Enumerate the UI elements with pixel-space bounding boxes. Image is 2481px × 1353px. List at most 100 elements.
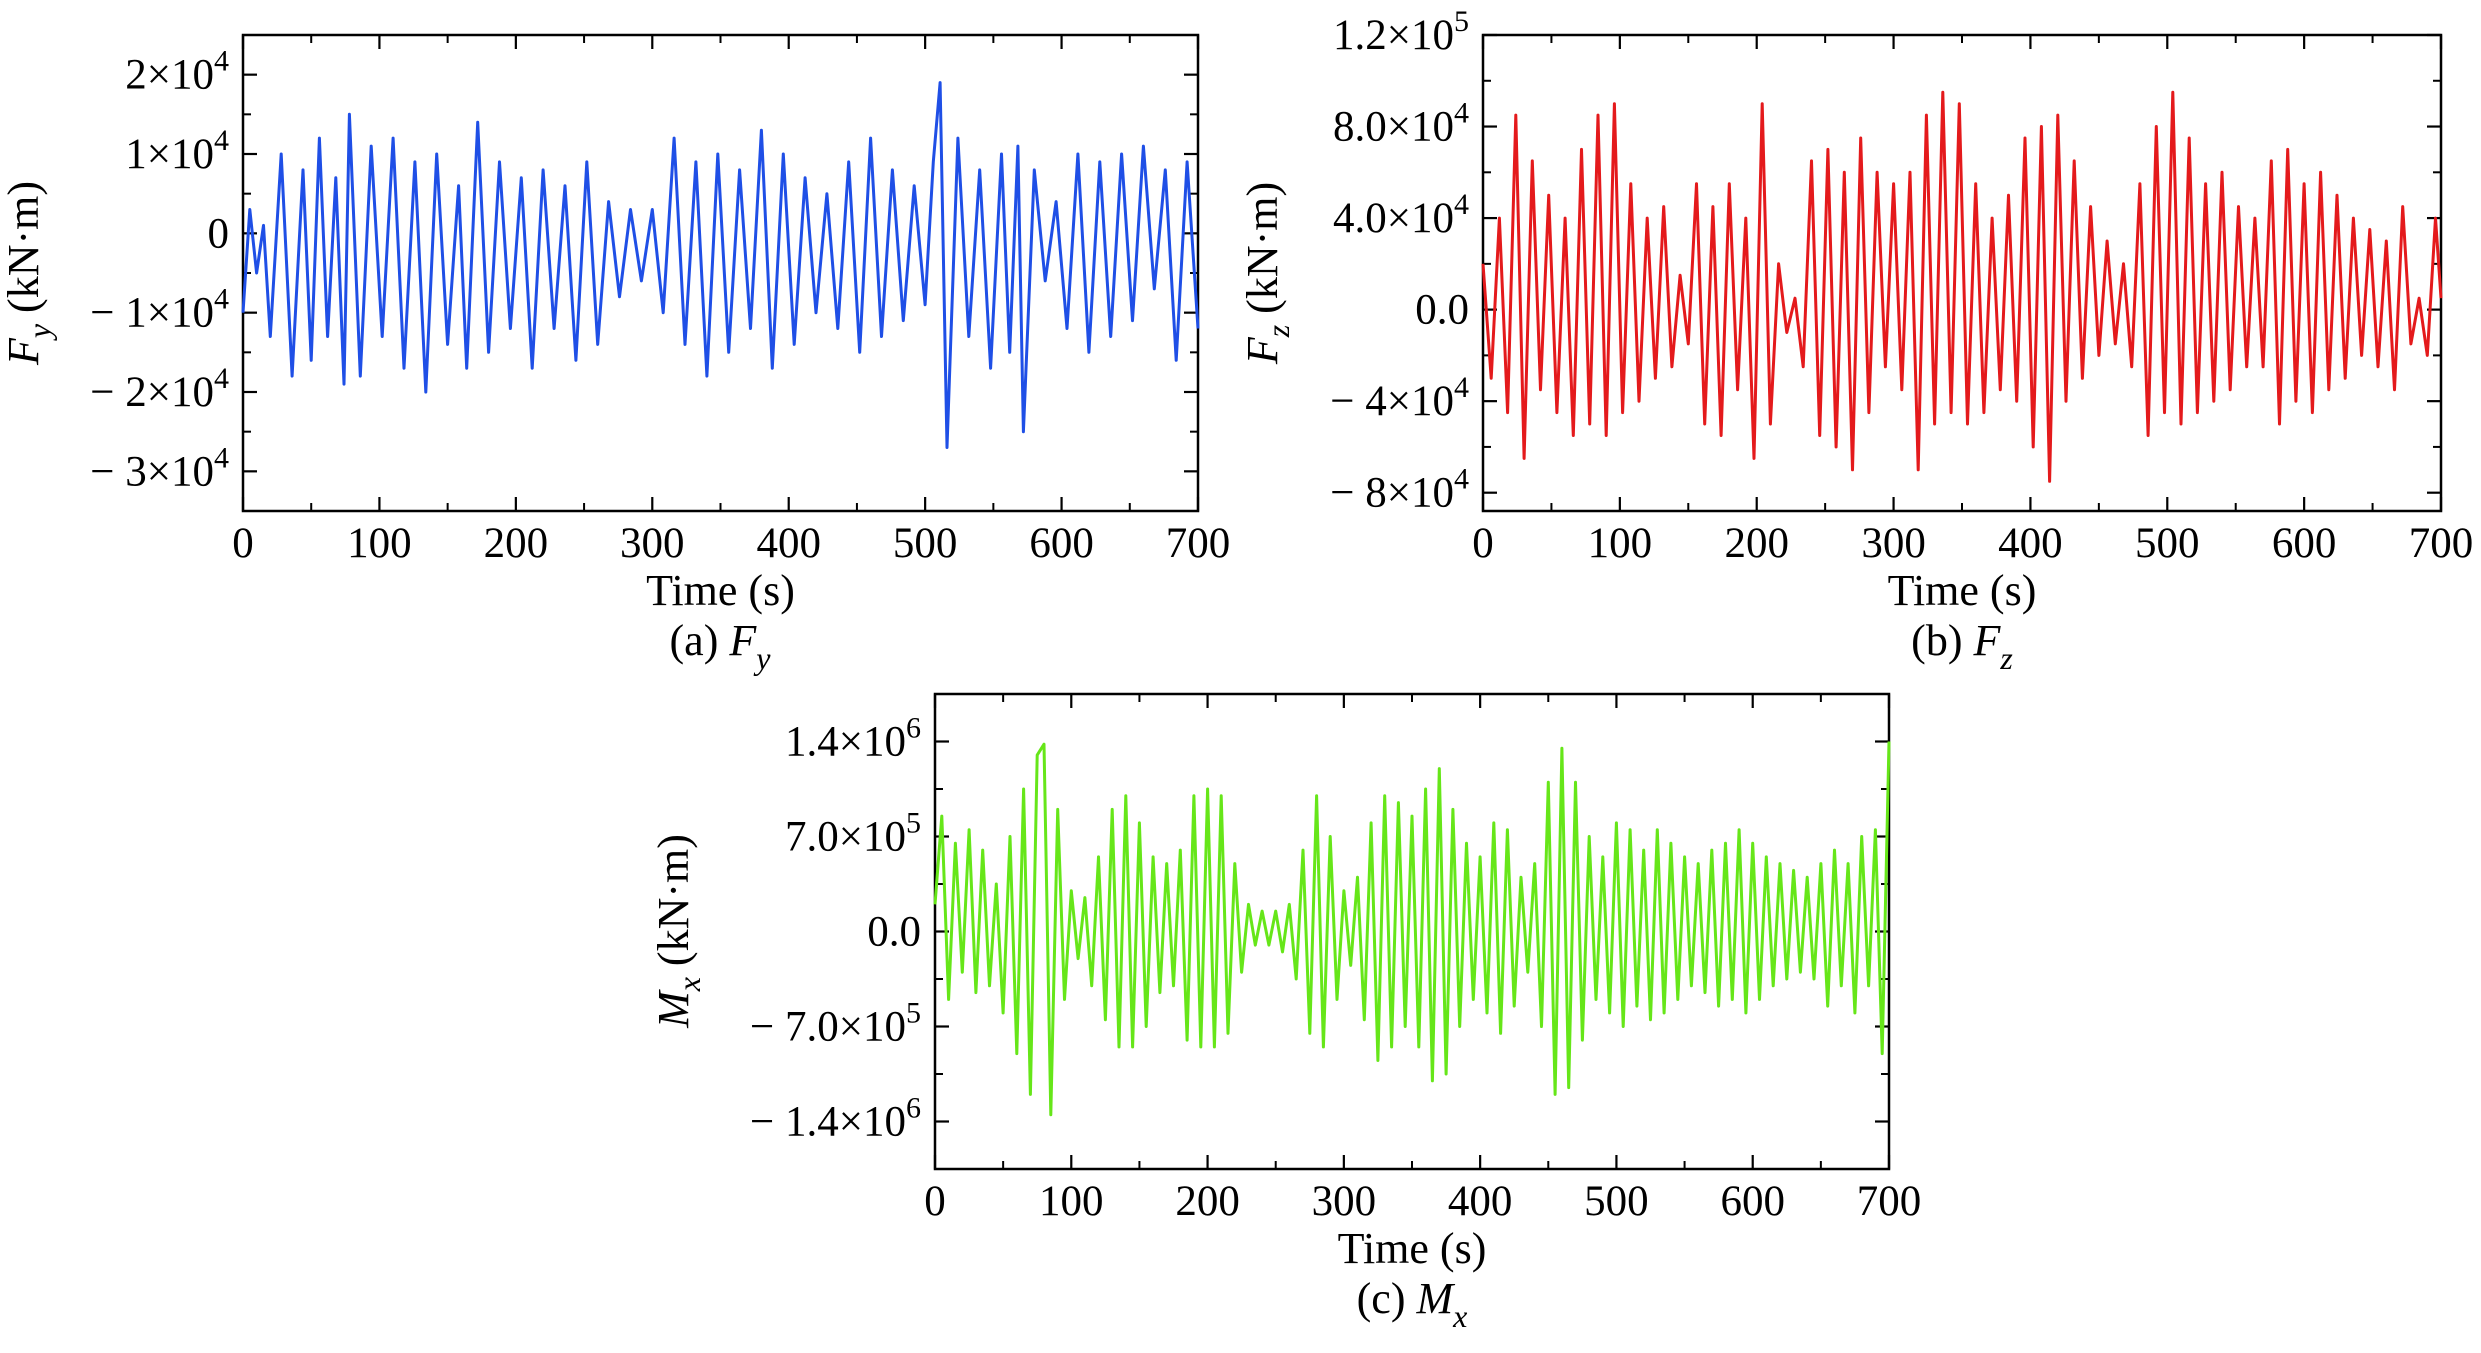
y-tick-label: 8.0×104	[1333, 97, 1469, 151]
y-axis-title: Mx (kN·m)	[649, 834, 707, 1029]
y-tick-mantissa: 2×10	[125, 52, 214, 99]
x-axis-title: Time (s)	[1888, 566, 2037, 615]
x-axis-title: Time (s)	[1338, 1224, 1487, 1273]
y-tick-exponent: 6	[906, 1092, 921, 1125]
series-line	[933, 741, 1891, 1117]
caption-subscript: y	[753, 640, 771, 676]
y-tick-mantissa: 8×10	[1365, 470, 1454, 517]
y-tick-label: 0.0	[867, 909, 921, 956]
y-axis-subscript: z	[1260, 324, 1296, 338]
y-tick-exponent: 4	[214, 45, 229, 78]
x-tick-label: 600	[2272, 520, 2337, 567]
y-tick-mantissa: 1.4×10	[785, 1099, 906, 1146]
y-tick-label: 1.4×106	[785, 712, 921, 766]
x-tick-label: 400	[1448, 1178, 1513, 1225]
x-tick-label: 0	[232, 520, 254, 567]
x-tick-label: 700	[1857, 1178, 1922, 1225]
y-tick-sign: −	[1330, 470, 1365, 517]
x-tick-label: 700	[1166, 520, 1231, 567]
y-tick-exponent: 5	[906, 807, 921, 840]
y-axis-unit: (kN·m)	[1238, 182, 1287, 325]
y-tick-exponent: 4	[214, 441, 229, 474]
y-tick-mantissa: 1.4×10	[785, 719, 906, 766]
y-tick-label: − 7.0×105	[750, 997, 921, 1051]
caption-prefix: (c)	[1357, 1274, 1417, 1323]
y-tick-sign: −	[90, 290, 125, 337]
caption-prefix: (a)	[670, 616, 730, 665]
y-axis-symbol: F	[1238, 336, 1287, 365]
caption-symbol: F	[728, 616, 757, 665]
y-tick-mantissa: 8.0×10	[1333, 104, 1454, 151]
y-tick-exponent: 5	[1454, 5, 1469, 38]
x-tick-label: 100	[347, 520, 412, 567]
x-tick-label: 500	[893, 520, 958, 567]
panel-caption: (b) Fz	[1911, 616, 2013, 676]
y-tick-sign: −	[90, 448, 125, 495]
series-line	[1481, 90, 2443, 483]
x-tick-label: 0	[924, 1178, 946, 1225]
y-tick-label: − 4×104	[1330, 371, 1469, 425]
y-tick-sign: −	[750, 1004, 785, 1051]
x-tick-label: 300	[620, 520, 685, 567]
caption-subscript: x	[1452, 1298, 1467, 1334]
x-tick-label: 100	[1588, 520, 1653, 567]
y-tick-sign: −	[1330, 378, 1365, 425]
y-axis-subscript: y	[21, 323, 57, 341]
x-tick-label: 200	[1724, 520, 1789, 567]
x-tick-label: 500	[2135, 520, 2200, 567]
y-tick-label: 0	[208, 210, 230, 257]
panel-caption: (a) Fy	[670, 616, 772, 676]
x-tick-label: 600	[1720, 1178, 1785, 1225]
y-tick-mantissa: 0.0	[867, 909, 921, 956]
y-axis-symbol: M	[649, 989, 698, 1029]
x-tick-label: 400	[756, 520, 821, 567]
y-tick-label: 0.0	[1415, 287, 1469, 334]
y-tick-label: − 2×104	[90, 362, 229, 416]
y-axis-subscript: x	[671, 977, 707, 992]
panel-b-fz-chart: 0 100 200 300 400 500 600 7001.2×1058.0×1044.0×…	[1238, 5, 2473, 676]
y-tick-label: 2×104	[125, 45, 229, 99]
y-tick-exponent: 4	[1454, 97, 1469, 130]
x-tick-label: 0	[1472, 520, 1494, 567]
x-tick-label: 200	[484, 520, 549, 567]
series-line	[241, 81, 1200, 449]
y-axis-unit: (kN·m)	[649, 834, 698, 977]
x-tick-label: 300	[1312, 1178, 1377, 1225]
x-axis-title: Time (s)	[646, 566, 795, 615]
y-tick-mantissa: 4.0×10	[1333, 195, 1454, 242]
y-tick-exponent: 4	[214, 283, 229, 316]
y-tick-mantissa: 7.0×10	[785, 814, 906, 861]
x-tick-label: 300	[1861, 520, 1926, 567]
y-tick-exponent: 4	[1454, 463, 1469, 496]
caption-subscript: z	[1999, 640, 2013, 676]
y-tick-mantissa: 0	[208, 210, 230, 257]
y-tick-exponent: 5	[906, 997, 921, 1030]
plot-frame	[933, 692, 1891, 1171]
x-tick-label: 700	[2409, 520, 2474, 567]
y-tick-sign: −	[750, 1099, 785, 1146]
y-tick-label: − 3×104	[90, 441, 229, 495]
y-axis-symbol: F	[0, 337, 48, 366]
y-tick-mantissa: 1×10	[125, 131, 214, 178]
y-tick-mantissa: 1×10	[125, 290, 214, 337]
x-tick-label: 400	[1998, 520, 2063, 567]
y-tick-label: − 1×104	[90, 283, 229, 337]
y-tick-exponent: 4	[214, 362, 229, 395]
y-tick-sign: −	[90, 369, 125, 416]
y-tick-label: − 1.4×106	[750, 1092, 921, 1146]
x-tick-label: 500	[1584, 1178, 1649, 1225]
x-tick-label: 200	[1175, 1178, 1240, 1225]
panel-c-mx-chart: 0 100 200 300 400 500 600 7001.4×1067.0×1050.0−…	[649, 692, 1922, 1334]
y-axis-unit: (kN·m)	[0, 181, 48, 324]
y-tick-exponent: 4	[1454, 371, 1469, 404]
y-tick-label: 1.2×105	[1333, 5, 1469, 59]
y-tick-label: 4.0×104	[1333, 188, 1469, 242]
y-tick-label: 7.0×105	[785, 807, 921, 861]
caption-prefix: (b)	[1911, 616, 1973, 665]
y-axis-title: Fz (kN·m)	[1238, 182, 1296, 365]
x-tick-label: 600	[1029, 520, 1094, 567]
y-tick-label: − 8×104	[1330, 463, 1469, 517]
caption-symbol: F	[1972, 616, 2001, 665]
